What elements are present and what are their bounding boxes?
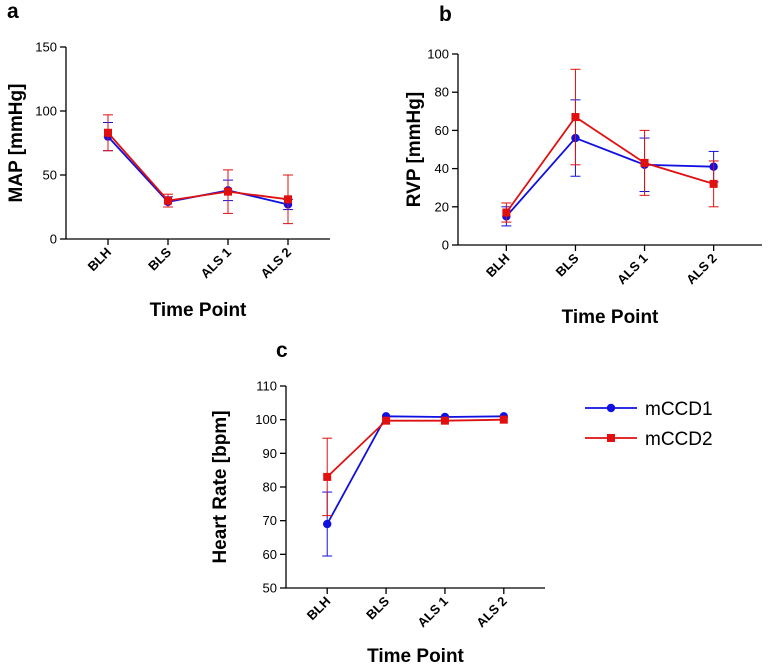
y-tick-label: 100 [35,104,57,119]
y-axis-title: Heart Rate [bpm] [210,410,231,563]
x-tick-label: BLH [85,245,114,274]
y-tick-label: 90 [263,446,277,461]
y-axis-title: MAP [mmHg] [6,84,27,203]
data-point-mccd2 [499,415,508,424]
panel-a: a 0 50 100 150 BLH BLS ALS 1 ALS 2 Time Point MAP … [6,0,330,321]
x-axis-title: Time Point [367,646,464,666]
x-tick-label: BLS [363,593,392,622]
series-line-mccd2 [505,115,714,214]
y-tick-label: 60 [435,123,449,138]
panel-letter: b [439,3,452,26]
panel-c: c 50 60 70 80 90 100 110 BLH BLS ALS 1 ALS 2 Time Po… [210,339,545,666]
data-point-mccd2 [224,187,232,196]
legend-marker-mccd2 [607,434,615,442]
x-tick-label: BLH [304,594,333,623]
data-point-mccd2 [440,416,449,425]
series-line-mccd2 [326,418,504,478]
data-point-mccd2 [571,113,580,122]
y-tick-label: 80 [435,85,449,100]
data-point-mccd2 [502,208,511,217]
y-tick-label: 50 [43,168,57,183]
data-point-mccd2 [323,472,332,481]
x-tick-label: BLS [553,250,582,279]
y-tick-label: 40 [435,161,449,176]
y-tick-label: 150 [35,40,57,55]
data-point-mccd2 [709,179,718,188]
data-point-mccd2 [164,196,172,205]
y-tick-label: 0 [50,232,57,247]
data-point-mccd2 [382,416,391,425]
data-point-mccd2 [640,158,649,167]
y-axis-title: RVP [mmHg] [404,92,425,207]
x-axis-title: Time Point [562,307,659,328]
x-tick-label: ALS 2 [257,245,294,282]
x-axis-title: Time Point [150,300,247,321]
y-tick-label: 110 [256,379,277,394]
legend-marker-mccd1 [606,403,616,413]
y-tick-label: 70 [263,513,277,528]
legend-label-mccd2: mCCD2 [645,429,713,450]
y-tick-label: 60 [263,547,277,562]
series-line-mccd1 [107,135,289,206]
y-tick-label: 50 [263,581,277,596]
data-point-mccd2 [104,128,112,137]
panel-letter: a [7,0,19,23]
x-tick-label: BLH [483,251,512,280]
y-tick-label: 80 [263,480,277,495]
legend: mCCD1 mCCD2 [585,399,713,450]
y-tick-label: 100 [427,47,449,62]
panel-letter: c [276,339,288,362]
data-point-mccd1 [323,519,332,529]
x-tick-label: BLS [145,244,174,273]
x-tick-label: ALS 2 [473,594,510,631]
x-tick-label: ALS 1 [197,245,234,282]
x-tick-label: ALS 2 [683,251,720,288]
panel-b: b 0 20 40 60 80 100 BLH BLS ALS 1 ALS 2 Time Point R… [404,3,762,328]
series-line-mccd2 [107,132,289,202]
y-tick-label: 100 [255,412,277,427]
series-line-mccd1 [505,136,714,217]
x-tick-label: ALS 1 [414,594,451,631]
data-point-mccd2 [284,195,292,204]
legend-label-mccd1: mCCD1 [645,399,713,420]
y-tick-label: 20 [435,199,449,214]
x-tick-label: ALS 1 [614,251,651,288]
series-line-mccd1 [326,415,504,525]
y-tick-label: 0 [442,238,449,253]
